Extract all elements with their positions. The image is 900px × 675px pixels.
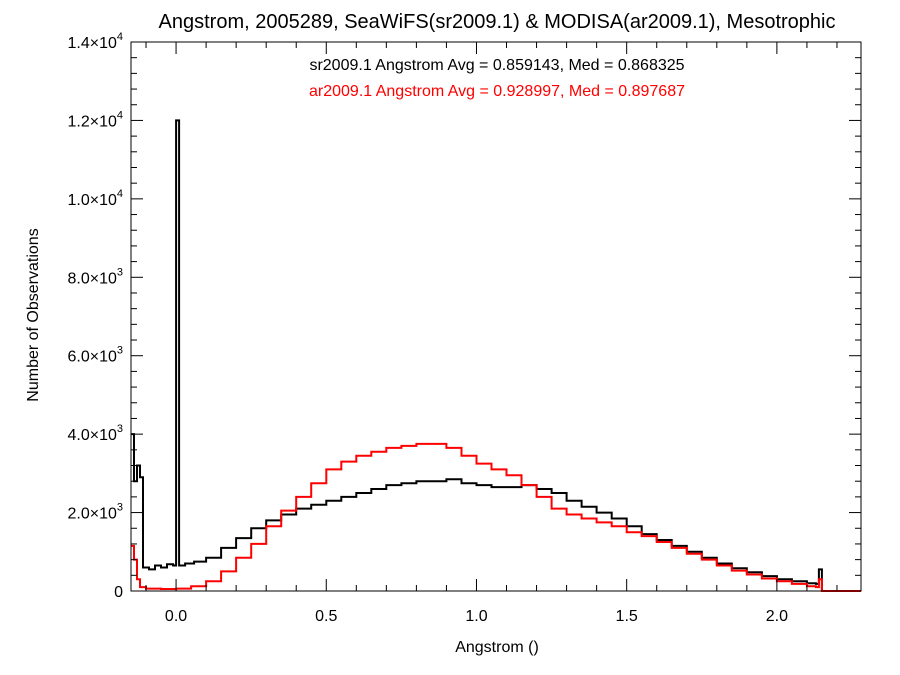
y-tick-exponent: 3 <box>117 345 123 357</box>
annotation-ar2009: ar2009.1 Angstrom Avg = 0.928997, Med = … <box>309 83 685 100</box>
x-tick-label: 0.5 <box>315 608 337 625</box>
axis-layer: 0.0 0.5 1.0 1.5 2.002.0×1034.0×1036.0×1038.0… <box>67 31 861 625</box>
x-tick-label: 2.0 <box>766 608 788 625</box>
y-tick-mantissa: 8.0×10 <box>67 270 116 287</box>
y-tick-mantissa: 2.0×10 <box>67 506 116 523</box>
x-tick-label: 1.5 <box>616 608 638 625</box>
y-tick-mantissa: 1.0×10 <box>67 192 116 209</box>
y-tick-mantissa: 1.2×10 <box>67 113 116 130</box>
series-line-ar2009.1 <box>131 442 861 592</box>
series-line-sr2009.1 <box>131 119 823 591</box>
x-axis-label: Angstrom () <box>455 639 539 656</box>
y-axis-label: Number of Observations <box>25 228 42 401</box>
y-tick-exponent: 3 <box>117 502 123 514</box>
y-tick-label: 1.4×104 <box>67 31 123 52</box>
y-tick-label: 6.0×103 <box>67 345 123 366</box>
y-tick-label: 1.2×104 <box>67 109 123 130</box>
y-tick-label: 1.0×104 <box>67 188 123 209</box>
y-tick-label: 0 <box>114 584 123 601</box>
y-tick-exponent: 4 <box>117 188 123 200</box>
y-tick-label: 2.0×103 <box>67 502 123 523</box>
y-tick-label: 8.0×103 <box>67 266 123 287</box>
y-tick-exponent: 3 <box>117 266 123 278</box>
chart-title: Angstrom, 2005289, SeaWiFS(sr2009.1) & M… <box>159 11 836 33</box>
y-tick-exponent: 3 <box>117 423 123 435</box>
annotation-sr2009: sr2009.1 Angstrom Avg = 0.859143, Med = … <box>309 57 684 74</box>
y-tick-mantissa: 4.0×10 <box>67 427 116 444</box>
y-tick-mantissa: 1.4×10 <box>67 35 116 52</box>
plot-frame <box>130 41 862 592</box>
series-layer <box>131 119 861 592</box>
x-tick-label: 1.0 <box>465 608 487 625</box>
y-tick-exponent: 4 <box>117 31 123 43</box>
x-tick-label: 0.0 <box>165 608 187 625</box>
y-tick-mantissa: 6.0×10 <box>67 349 116 366</box>
y-tick-exponent: 4 <box>117 109 123 121</box>
y-tick-label: 4.0×103 <box>67 423 123 444</box>
y-tick-mantissa: 0 <box>114 584 123 601</box>
